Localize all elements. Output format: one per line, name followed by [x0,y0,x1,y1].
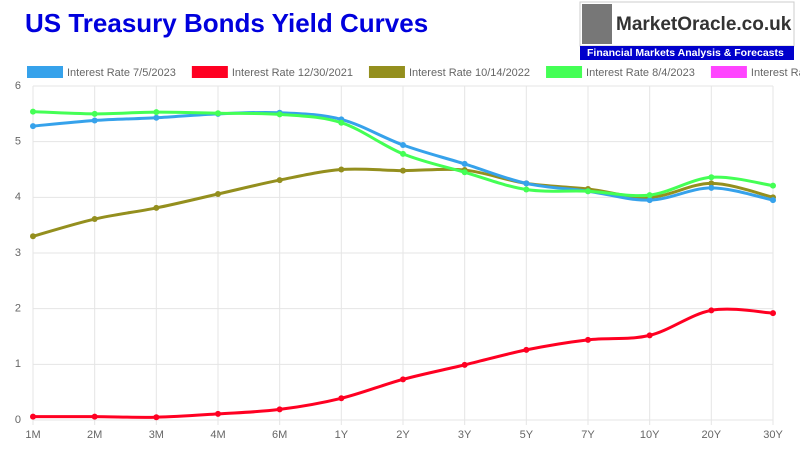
legend-label: Interest Rate 7/5/2023 [67,67,176,79]
y-tick-label: 5 [15,136,21,148]
x-tick-label: 3M [149,429,164,441]
series-point [153,114,160,121]
legend-swatch [191,66,228,78]
x-tick-label: 20Y [702,429,722,441]
series-point [523,180,530,187]
series-point [400,142,406,149]
series-point [461,361,468,368]
x-tick-label: 2M [87,429,102,441]
series-point [646,192,653,199]
x-tick-label: 3Y [458,429,472,441]
series-point [400,167,406,174]
series-point [276,177,283,184]
series-point [153,204,160,211]
x-tick-label: 2Y [396,429,410,441]
series-point [276,111,283,118]
x-tick-label: 1Y [335,429,349,441]
series-point [215,110,221,117]
series-point [30,413,36,420]
series-point [30,123,36,130]
x-tick-label: 5Y [520,429,534,441]
legend-label: Interest Rate 10/14/2022 [409,67,530,79]
series-point [30,233,36,240]
series-point [708,184,715,191]
logo-band [580,46,794,60]
series-point [708,174,715,181]
y-tick-label: 4 [15,191,21,203]
series-point [338,395,345,402]
series-point [30,108,36,115]
logo-tagline: Financial Markets Analysis & Forecasts [587,47,784,59]
logo-box [579,1,795,47]
series-point [400,376,406,383]
series-point [708,180,715,187]
series-point [276,406,283,413]
legend-swatch [368,66,405,78]
series-point [585,188,591,195]
series-point [153,109,160,116]
series-point [585,336,591,343]
legend-swatch [27,66,63,78]
series-point [338,166,345,173]
series-point [708,307,715,314]
series-point [91,413,98,420]
series-point [400,150,406,157]
x-tick-label: 6M [272,429,287,441]
series-point [215,190,221,197]
logo-icon [582,4,612,44]
y-tick-label: 0 [15,414,21,426]
y-tick-label: 6 [15,80,21,92]
x-tick-label: 30Y [763,429,783,441]
series-point [91,110,98,117]
series-point [523,346,530,353]
series-point [215,410,221,417]
x-tick-label: 7Y [581,429,595,441]
series-point [523,186,530,193]
logo-name: MarketOracle.co.uk [616,14,792,35]
y-tick-label: 3 [15,247,21,259]
y-tick-label: 2 [15,303,21,315]
series-point [770,310,776,317]
series-point [153,414,160,421]
chart-title: US Treasury Bonds Yield Curves [25,8,428,38]
series-point [770,197,776,204]
series-point [338,119,345,126]
series-point [770,182,776,189]
x-tick-label: 10Y [640,429,660,441]
series-point [646,332,653,339]
legend-label: Interest Rate 12/30/2021 [232,67,353,79]
legend-swatch [546,66,583,78]
legend-swatch [710,66,747,78]
x-tick-label: 4M [210,429,225,441]
series-point [646,197,653,204]
series-point [461,169,468,176]
x-tick-label: 1M [25,429,40,441]
series-point [91,216,98,223]
legend-label: Interest Rate 8/4/2023 [586,67,695,79]
y-tick-label: 1 [15,358,21,370]
series-point [461,160,468,167]
legend-label: Interest Rate 7/5/2023 [751,67,800,79]
series-point [91,117,98,124]
